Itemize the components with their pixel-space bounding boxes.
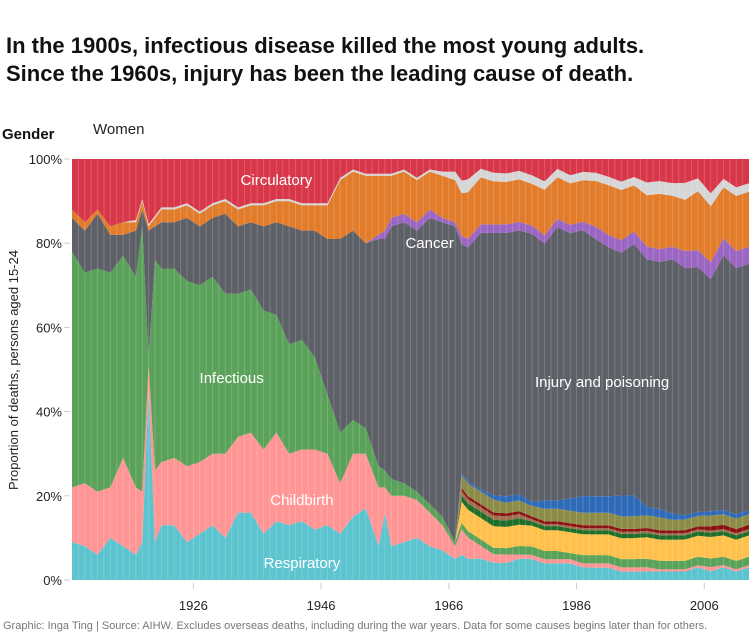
area-other-purple[interactable] [72, 209, 749, 280]
series-label-infectious: Infectious [200, 370, 264, 387]
year-dividers [77, 159, 744, 580]
area-injury-and-poisoning[interactable] [72, 209, 749, 543]
series-label-cancer: Cancer [405, 235, 453, 252]
series-label-childbirth: Childbirth [270, 492, 333, 509]
title-line-1: In the 1900s, infectious disease killed … [6, 33, 645, 58]
y-tick-label: 20% [36, 489, 62, 504]
x-tick-label: 1926 [179, 598, 208, 613]
x-tick-label: 2006 [690, 598, 719, 613]
title-line-2: Since the 1960s, injury has been the lea… [6, 61, 634, 86]
x-tick-label: 1986 [562, 598, 591, 613]
area-layers [72, 159, 749, 580]
gender-filter-label: Gender [2, 126, 55, 143]
area-respiratory[interactable] [72, 390, 749, 581]
y-tick-label: 80% [36, 236, 62, 251]
x-tick-label: 1946 [307, 598, 336, 613]
series-label-injury-and-poisoning: Injury and poisoning [535, 374, 669, 391]
y-tick-label: 0% [43, 573, 62, 588]
y-tick-label: 60% [36, 320, 62, 335]
series-labels: Circulatory Cancer Infectious Injury and po… [200, 172, 670, 572]
gender-filter-value[interactable]: Women [93, 121, 145, 138]
y-tick-label: 100% [29, 152, 63, 167]
series-label-circulatory: Circulatory [241, 172, 313, 189]
area-childbirth[interactable] [72, 365, 749, 572]
y-axis-title: Proportion of deaths, persons aged 15-24 [6, 250, 21, 490]
y-tick-label: 40% [36, 405, 62, 420]
chart-title: In the 1900s, infectious disease killed … [6, 32, 644, 88]
footer-credit: Graphic: Inga Ting | Source: AIHW. Exclu… [3, 620, 708, 632]
area-circulatory[interactable] [72, 159, 749, 227]
x-tick-label: 1966 [434, 598, 463, 613]
series-label-respiratory: Respiratory [264, 555, 341, 572]
x-axis: 1926 1946 1966 1986 2006 [179, 583, 719, 613]
y-axis: 0% 20% 40% 60% 80% 100% [29, 152, 70, 588]
area-cancer[interactable] [72, 171, 749, 263]
area-infectious[interactable] [72, 226, 749, 570]
